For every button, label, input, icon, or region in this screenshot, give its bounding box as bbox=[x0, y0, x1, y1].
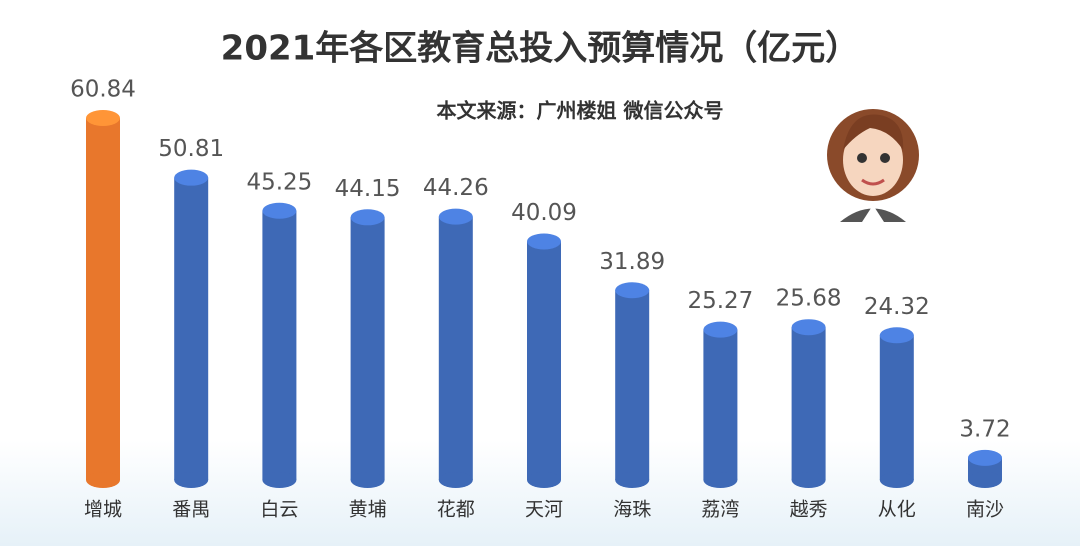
x-tick-label: 荔湾 bbox=[701, 499, 739, 521]
bar-base bbox=[968, 472, 1002, 488]
value-label: 45.25 bbox=[246, 169, 312, 195]
bar bbox=[527, 233, 561, 488]
value-label: 25.27 bbox=[687, 288, 753, 314]
bar-cap bbox=[438, 208, 473, 225]
bar-cap bbox=[86, 110, 120, 126]
bar-body bbox=[438, 216, 473, 480]
bar bbox=[968, 449, 1002, 488]
bar-base bbox=[791, 472, 826, 488]
value-label: 44.26 bbox=[423, 175, 489, 201]
bar-body bbox=[527, 241, 561, 480]
bar-cap bbox=[791, 319, 826, 336]
bar-cap bbox=[615, 282, 650, 299]
bar-cap bbox=[968, 449, 1002, 466]
bar bbox=[703, 321, 738, 488]
x-tick-label: 海珠 bbox=[613, 499, 651, 521]
chart-title: 2021年各区教育总投入预算情况（亿元） bbox=[221, 29, 860, 69]
value-label: 60.84 bbox=[70, 77, 136, 103]
bar-cap bbox=[174, 169, 209, 186]
bar bbox=[791, 319, 826, 488]
avatar bbox=[827, 109, 919, 222]
x-tick-label: 黄埔 bbox=[349, 499, 387, 521]
bar-base bbox=[438, 472, 473, 488]
bar bbox=[174, 169, 209, 488]
bar bbox=[262, 202, 297, 488]
bar-base bbox=[262, 472, 297, 488]
x-tick-label: 花都 bbox=[437, 499, 475, 521]
bar bbox=[438, 208, 473, 488]
bar-body bbox=[791, 327, 826, 480]
bar-body bbox=[86, 118, 120, 480]
bar-body bbox=[174, 177, 209, 480]
bar-cap bbox=[350, 209, 385, 226]
bar-cap bbox=[262, 202, 297, 219]
bar bbox=[615, 282, 650, 488]
x-tick-label: 番禺 bbox=[172, 499, 210, 521]
value-label: 50.81 bbox=[158, 136, 224, 162]
bar-cap bbox=[879, 327, 914, 344]
bar-base bbox=[86, 472, 120, 488]
value-label: 25.68 bbox=[776, 286, 842, 312]
x-tick-label: 越秀 bbox=[790, 499, 828, 521]
bar-cap bbox=[527, 233, 561, 250]
bar-base bbox=[527, 472, 561, 488]
x-tick-label: 天河 bbox=[525, 499, 563, 521]
x-tick-label: 从化 bbox=[878, 499, 916, 521]
x-tick-label: 增城 bbox=[84, 499, 122, 521]
bar-body bbox=[703, 329, 738, 480]
bar-body bbox=[879, 335, 914, 480]
value-label: 31.89 bbox=[599, 249, 665, 275]
bar-base bbox=[615, 472, 650, 488]
bar-base bbox=[703, 472, 738, 488]
bar bbox=[350, 209, 385, 488]
value-label: 40.09 bbox=[511, 200, 577, 226]
bar-base bbox=[350, 472, 385, 488]
value-label: 24.32 bbox=[864, 294, 930, 320]
bar-base bbox=[174, 472, 209, 488]
bar-cap bbox=[703, 321, 738, 338]
chart-subtitle: 本文来源：广州楼姐 微信公众号 bbox=[437, 99, 724, 123]
x-tick-label: 南沙 bbox=[966, 499, 1004, 521]
bar-base bbox=[879, 472, 914, 488]
bar bbox=[879, 327, 914, 488]
value-label: 44.15 bbox=[335, 176, 401, 202]
bar-body bbox=[350, 217, 385, 481]
bar bbox=[86, 110, 120, 488]
bar-body bbox=[262, 210, 297, 480]
bar-body bbox=[615, 290, 650, 480]
x-tick-label: 白云 bbox=[260, 499, 298, 521]
value-label: 3.72 bbox=[959, 416, 1010, 442]
